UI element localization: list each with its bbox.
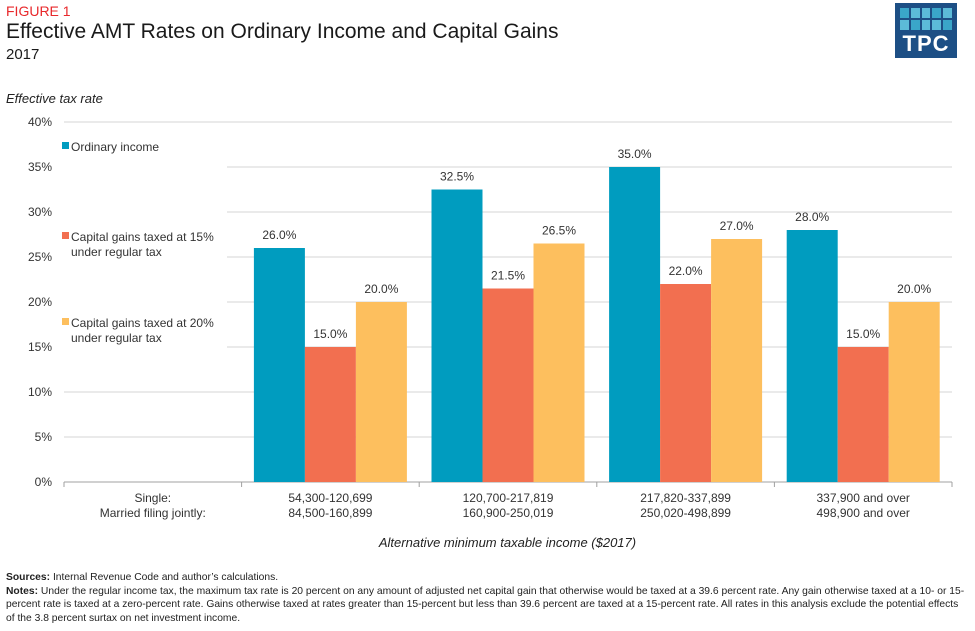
bar xyxy=(355,302,407,482)
bar xyxy=(253,248,305,482)
legend-label: under regular tax xyxy=(71,245,162,259)
bar xyxy=(711,239,763,482)
legend-label: Capital gains taxed at 15% xyxy=(71,230,214,244)
row-label-married: Married filing jointly: xyxy=(100,506,206,520)
logo-text: TPC xyxy=(902,31,950,56)
bar xyxy=(837,347,889,482)
data-label: 27.0% xyxy=(720,219,754,233)
notes-label: Notes: xyxy=(6,585,39,597)
legend-label: Capital gains taxed at 20% xyxy=(71,316,214,330)
legend-swatch xyxy=(62,318,69,325)
data-label: 35.0% xyxy=(618,147,652,161)
y-tick-label: 15% xyxy=(28,340,52,354)
chart-title: Effective AMT Rates on Ordinary Income a… xyxy=(6,20,559,43)
x-tick-label-married: 250,020-498,899 xyxy=(640,506,731,520)
data-label: 15.0% xyxy=(313,327,347,341)
figure-label: FIGURE 1 xyxy=(6,3,71,19)
tpc-logo: TPC xyxy=(895,3,957,58)
x-tick-label-single: 120,700-217,819 xyxy=(463,491,554,505)
y-tick-label: 35% xyxy=(28,160,52,174)
logo-grid-icon xyxy=(900,8,952,30)
bar xyxy=(304,347,356,482)
y-tick-label: 20% xyxy=(28,295,52,309)
legend-label: Ordinary income xyxy=(71,140,159,154)
notes-text: Under the regular income tax, the maximu… xyxy=(6,585,965,624)
legend-swatch xyxy=(62,142,69,149)
x-tick-label-married: 160,900-250,019 xyxy=(463,506,554,520)
bar xyxy=(533,243,585,482)
bar xyxy=(431,189,483,482)
data-label: 26.5% xyxy=(542,224,576,238)
y-tick-label: 0% xyxy=(35,475,53,489)
data-label: 26.0% xyxy=(262,228,296,242)
x-tick-label-single: 337,900 and over xyxy=(816,491,909,505)
data-label: 22.0% xyxy=(669,264,703,278)
chart-notes: Sources: Internal Revenue Code and autho… xyxy=(6,571,966,625)
sources-line: Sources: Internal Revenue Code and autho… xyxy=(6,571,966,585)
notes-line: Notes: Under the regular income tax, the… xyxy=(6,585,966,626)
data-label: 21.5% xyxy=(491,269,525,283)
x-tick-label-single: 54,300-120,699 xyxy=(288,491,372,505)
data-label: 28.0% xyxy=(795,210,829,224)
x-tick-label-single: 217,820-337,899 xyxy=(640,491,731,505)
x-axis-title: Alternative minimum taxable income ($201… xyxy=(378,535,637,550)
y-tick-label: 10% xyxy=(28,385,52,399)
bar xyxy=(660,284,712,482)
x-tick-label-married: 498,900 and over xyxy=(816,506,909,520)
x-tick-label-married: 84,500-160,899 xyxy=(288,506,372,520)
bar xyxy=(482,288,534,482)
y-axis-title: Effective tax rate xyxy=(6,91,103,106)
data-label: 15.0% xyxy=(846,327,880,341)
y-tick-label: 25% xyxy=(28,250,52,264)
data-label: 20.0% xyxy=(364,282,398,296)
y-tick-label: 40% xyxy=(28,115,52,129)
y-tick-label: 5% xyxy=(35,430,53,444)
legend-swatch xyxy=(62,232,69,239)
legend-label: under regular tax xyxy=(71,331,162,345)
chart-subtitle: 2017 xyxy=(6,46,40,63)
legend-background xyxy=(64,130,227,360)
y-tick-label: 30% xyxy=(28,205,52,219)
sources-text: Internal Revenue Code and author’s calcu… xyxy=(50,572,279,583)
bar xyxy=(786,230,838,482)
sources-label: Sources: xyxy=(6,572,51,583)
bar xyxy=(888,302,940,482)
row-label-single: Single: xyxy=(134,491,171,505)
data-label: 20.0% xyxy=(897,282,931,296)
bar xyxy=(609,167,661,482)
data-label: 32.5% xyxy=(440,170,474,184)
